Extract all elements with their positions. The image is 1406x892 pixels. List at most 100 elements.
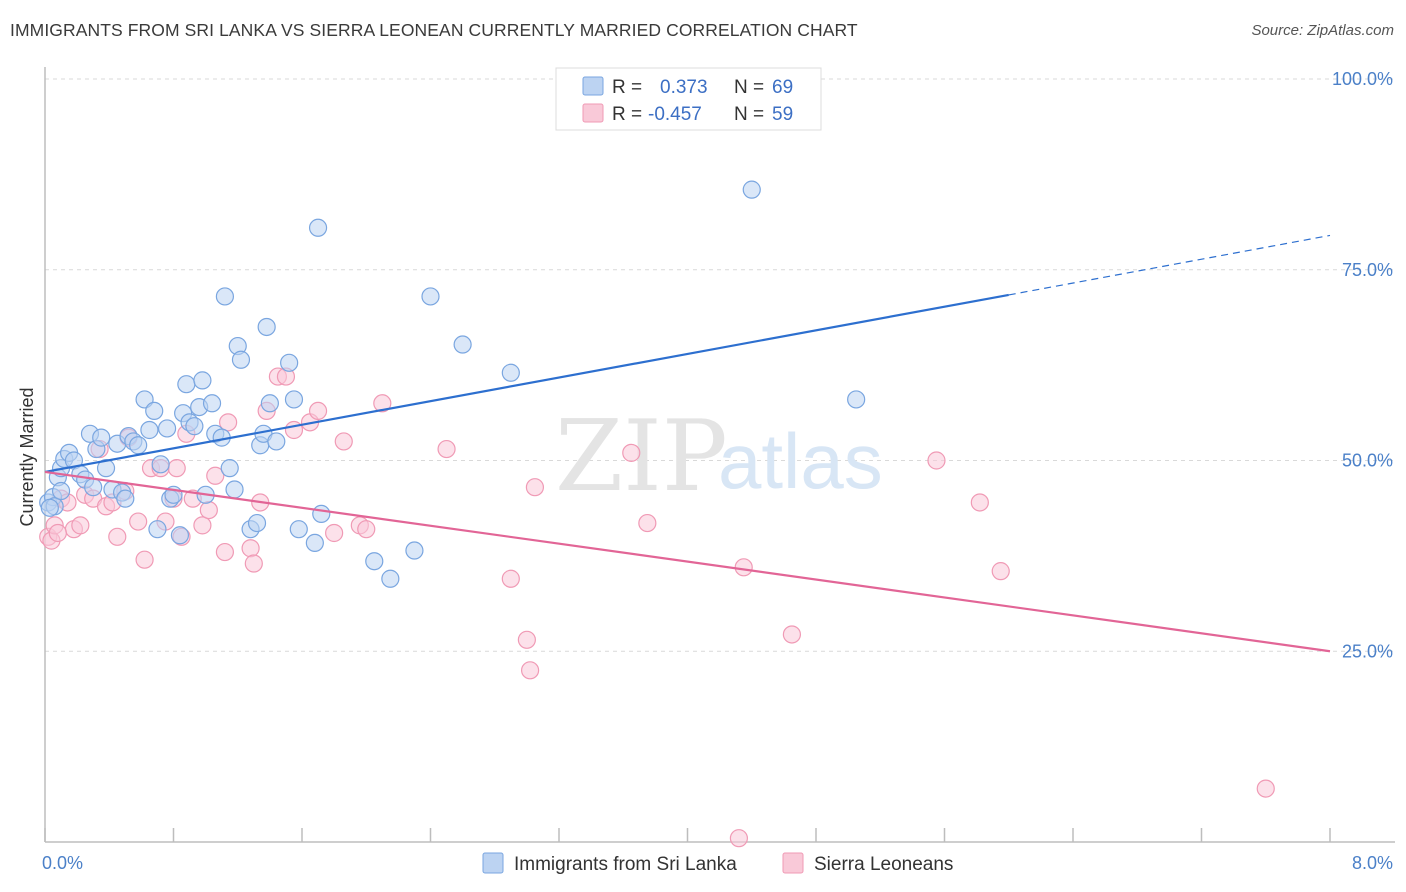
- point-sri-lanka-61: [501, 363, 520, 382]
- point-sierra-leoneans-47: [520, 661, 540, 680]
- point-sierra-leoneans-42: [357, 520, 376, 539]
- y-tick-label-2: 50.0%: [1342, 451, 1393, 471]
- point-sri-lanka-44: [247, 513, 267, 533]
- point-sri-lanka-42: [231, 350, 251, 369]
- legend-swatch-sri-lanka: [482, 852, 504, 874]
- legend-label-sierra-leoneans: Sierra Leoneans: [814, 854, 953, 875]
- trend-line-sri-lanka: [44, 293, 1009, 474]
- point-sri-lanka-53: [305, 533, 324, 553]
- legend-swatch-sierra-leoneans: [782, 852, 804, 874]
- watermark-atlas: atlas: [718, 417, 883, 505]
- point-sri-lanka-31: [185, 417, 204, 436]
- point-sierra-leoneans-46: [517, 630, 536, 649]
- x-tick-label-0: 0.0%: [42, 853, 83, 873]
- x-tick-labels: 0.0% 8.0%: [42, 853, 1393, 873]
- point-sierra-leoneans-28: [215, 542, 234, 562]
- point-sierra-leoneans-48: [525, 478, 545, 497]
- watermark: ZIP atlas: [555, 400, 883, 514]
- point-sri-lanka-24: [157, 419, 177, 438]
- point-sierra-leoneans-44: [437, 439, 456, 459]
- stats-n-label-1: N =: [734, 77, 764, 98]
- point-sri-lanka-66: [51, 481, 71, 501]
- point-sierra-leoneans-6: [71, 516, 90, 535]
- watermark-zip: ZIP: [555, 400, 728, 514]
- point-sri-lanka-35: [202, 394, 222, 413]
- y-tick-label-3: 25.0%: [1342, 641, 1393, 661]
- point-sierra-leoneans-21: [167, 459, 186, 478]
- point-sri-lanka-60: [453, 335, 472, 354]
- point-sri-lanka-23: [151, 455, 170, 474]
- point-sri-lanka-62: [742, 180, 761, 199]
- axes: [44, 67, 1395, 843]
- point-sri-lanka-20: [140, 420, 159, 440]
- point-sierra-leoneans-45: [501, 569, 520, 588]
- stats-swatch-sierra-leoneans: [582, 103, 604, 123]
- point-sri-lanka-29: [177, 375, 196, 394]
- stats-r-value-1: 0.373: [660, 77, 708, 98]
- point-sri-lanka-57: [381, 569, 400, 588]
- trend-line-sri-lanka-extension: [1008, 234, 1331, 296]
- point-sri-lanka-58: [405, 541, 424, 560]
- point-sierra-leoneans-38: [308, 401, 328, 421]
- point-sri-lanka-49: [267, 432, 286, 451]
- trend-line-sierra-leoneans: [44, 470, 1331, 653]
- y-tick-labels: 100.0% 75.0% 50.0% 25.0%: [1332, 69, 1393, 661]
- point-sierra-leoneans-53: [782, 625, 802, 644]
- point-sierra-leoneans-27: [206, 466, 225, 485]
- point-sierra-leoneans-25: [193, 516, 212, 535]
- point-sri-lanka-22: [148, 520, 167, 539]
- y-tick-label-1: 75.0%: [1342, 260, 1393, 280]
- trend-lines: [44, 234, 1331, 653]
- stats-r-value-2: -0.457: [648, 104, 702, 125]
- chart-title: IMMIGRANTS FROM SRI LANKA VS SIERRA LEON…: [10, 20, 858, 40]
- stats-legend: R = 0.373 N = 69 R = -0.457 N = 59: [555, 67, 822, 131]
- point-sri-lanka-65: [40, 498, 59, 517]
- stats-r-label-1: R =: [612, 77, 642, 98]
- y-tick-label-0: 100.0%: [1332, 69, 1393, 89]
- point-sri-lanka-11: [92, 428, 111, 447]
- point-sri-lanka-39: [220, 459, 239, 478]
- point-sri-lanka-40: [225, 480, 244, 499]
- legend-label-sri-lanka: Immigrants from Sri Lanka: [514, 854, 737, 875]
- stats-n-label-2: N =: [734, 104, 764, 125]
- point-sri-lanka-18: [129, 436, 148, 455]
- point-sierra-leoneans-39: [325, 523, 344, 543]
- point-sri-lanka-50: [280, 353, 299, 372]
- point-sierra-leoneans-15: [129, 512, 148, 531]
- point-sierra-leoneans-31: [244, 554, 263, 573]
- bottom-legend: Immigrants from Sri Lanka Sierra Leonean…: [482, 852, 953, 875]
- point-sierra-leoneans-16: [135, 550, 154, 569]
- point-sri-lanka-59: [421, 287, 440, 306]
- point-sierra-leoneans-56: [991, 562, 1010, 581]
- point-sierra-leoneans-55: [970, 493, 989, 512]
- point-sierra-leoneans-30: [241, 539, 260, 558]
- point-sierra-leoneans-26: [199, 500, 218, 520]
- point-sierra-leoneans-54: [927, 451, 946, 470]
- point-sri-lanka-38: [215, 287, 234, 306]
- point-sierra-leoneans-50: [638, 513, 657, 533]
- point-sierra-leoneans-12: [108, 527, 127, 546]
- point-sri-lanka-54: [308, 218, 328, 237]
- point-sri-lanka-63: [847, 390, 866, 409]
- y-axis-title: Currently Married: [17, 387, 37, 526]
- point-sri-lanka-56: [365, 552, 384, 571]
- series-sri-lanka-points: [39, 180, 866, 588]
- point-sierra-leoneans-51: [729, 829, 749, 848]
- point-sierra-leoneans-49: [622, 443, 641, 462]
- chart-source: Source: ZipAtlas.com: [1251, 22, 1394, 39]
- point-sri-lanka-33: [193, 371, 212, 390]
- point-sri-lanka-48: [260, 394, 279, 413]
- point-sri-lanka-67: [84, 478, 103, 497]
- stats-n-value-2: 59: [772, 104, 793, 125]
- point-sierra-leoneans-43: [373, 394, 392, 413]
- x-tick-label-1: 8.0%: [1352, 853, 1393, 873]
- point-sri-lanka-21: [145, 401, 164, 421]
- stats-n-value-1: 69: [772, 77, 793, 98]
- point-sierra-leoneans-58: [48, 523, 67, 543]
- point-sri-lanka-47: [257, 317, 276, 337]
- point-sierra-leoneans-57: [1256, 779, 1275, 798]
- point-sri-lanka-27: [170, 526, 190, 545]
- point-sierra-leoneans-52: [734, 558, 753, 577]
- point-sri-lanka-55: [312, 504, 331, 524]
